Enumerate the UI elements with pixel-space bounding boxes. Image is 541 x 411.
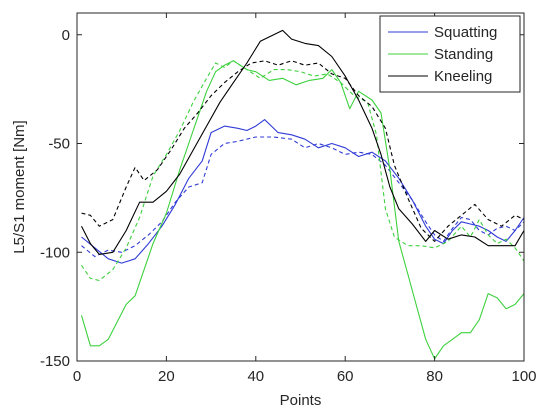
plot-area-frame — [76, 12, 525, 362]
y-axis-label: L5/S1 moment [Nm] — [11, 120, 28, 253]
y-tick-label: -50 — [48, 136, 70, 153]
x-tick-label: 80 — [426, 368, 443, 385]
legend-label-standing: Standing — [434, 46, 493, 63]
x-tick-label: 60 — [337, 368, 354, 385]
series-line-kneeling-dashed — [81, 60, 525, 242]
x-tick-label: 40 — [247, 368, 264, 385]
x-tick-label: 20 — [158, 368, 175, 385]
x-tick-label: 0 — [73, 368, 81, 385]
series-line-standing-dashed — [81, 60, 525, 282]
series-layer — [80, 29, 525, 360]
x-axis-label: Points — [280, 392, 322, 409]
y-tick-label: 0 — [62, 27, 70, 44]
y-tick-label: -150 — [40, 353, 70, 370]
series-line-standing-solid — [80, 60, 525, 360]
legend-label-kneeling: Kneeling — [434, 68, 492, 85]
series-line-kneeling-solid — [81, 29, 525, 255]
legend: Squatting Standing Kneeling — [379, 15, 521, 93]
x-tick-label: 100 — [511, 368, 536, 385]
series-line-squatting-solid — [81, 119, 525, 264]
legend-label-squatting: Squatting — [434, 24, 497, 41]
y-tick-label: -100 — [40, 244, 70, 261]
